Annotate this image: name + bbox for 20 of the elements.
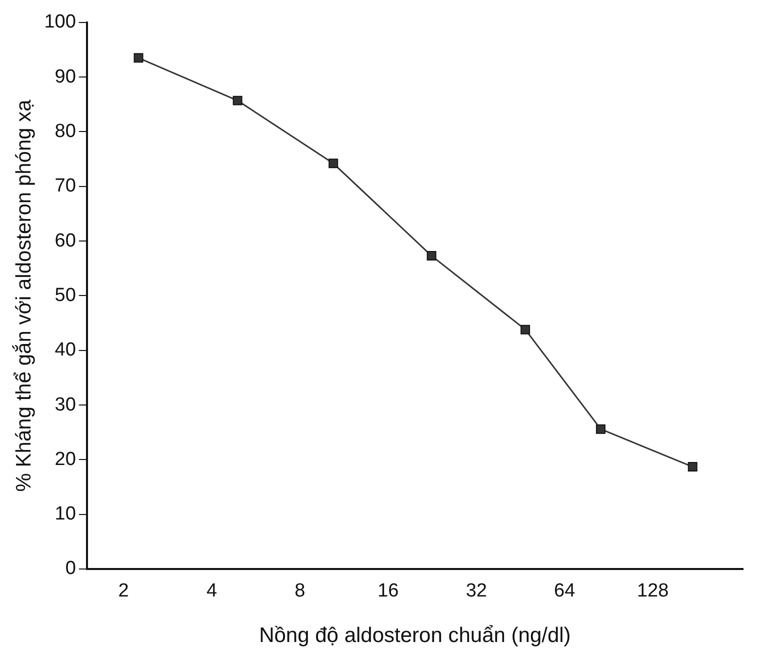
x-tick-label: 64 [554,580,576,602]
x-tick-label: 16 [378,580,399,602]
y-tick-label: 50 [54,284,76,306]
x-tick-label: 32 [466,580,487,602]
y-tick-label: 60 [54,230,76,252]
y-tick-label: 30 [54,394,76,416]
y-tick-label: 100 [44,12,76,33]
y-tick-label: 10 [54,504,76,525]
x-tick-label: 128 [636,580,669,602]
y-tick-label: 0 [65,558,76,580]
y-tick-label: 20 [54,448,76,470]
x-tick-label: 8 [294,580,306,602]
x-tick-label: 2 [118,580,129,602]
y-tick-label: 90 [54,66,76,88]
x-tick-label: 4 [206,580,218,602]
y-tick-label: 70 [54,176,76,197]
y-axis-title: % Kháng thể gắn với aldosteron phóng xạ [11,99,36,492]
y-tick-label: 80 [54,120,76,142]
x-axis-title: Nồng độ aldosteron chuẩn (ng/dl) [259,624,571,648]
y-tick-label: 40 [54,340,76,361]
